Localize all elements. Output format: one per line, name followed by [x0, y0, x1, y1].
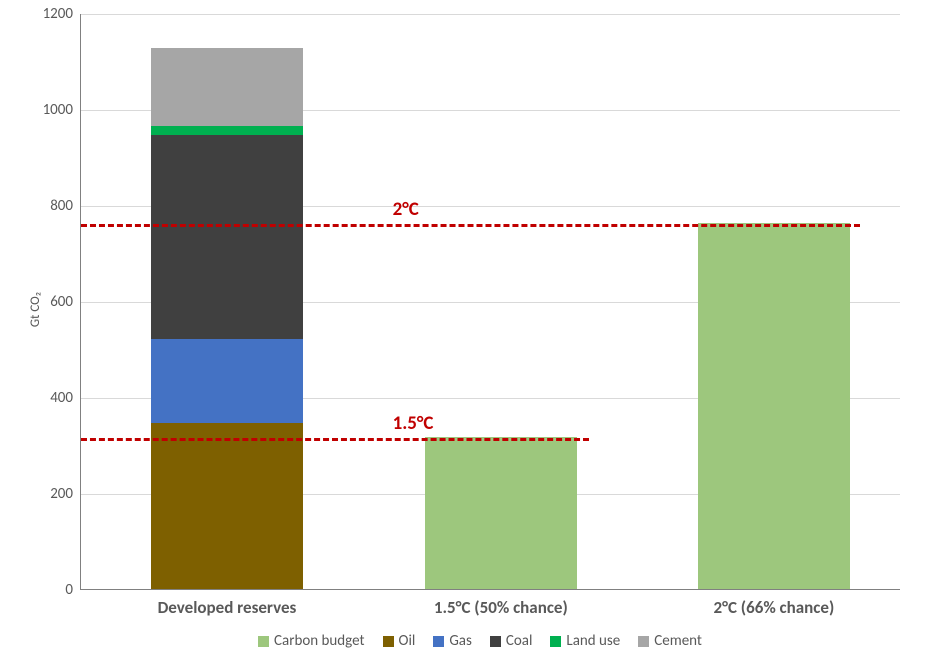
- legend-label: Oil: [399, 632, 416, 650]
- legend-item-cement: Cement: [638, 632, 702, 650]
- bar-segment-carbon_budget: [698, 223, 850, 589]
- x-label-developed: Developed reserves: [158, 597, 297, 618]
- y-axis-label: Gt CO₂: [28, 292, 43, 327]
- x-label-budget_15: 1.5°C (50% chance): [434, 597, 568, 618]
- bar-segment-cement: [151, 48, 303, 126]
- bar-budget_20: [698, 223, 850, 589]
- bar-segment-gas: [151, 339, 303, 423]
- legend-item-coal: Coal: [490, 632, 533, 650]
- reference-label-line_15: 1.5°C: [393, 412, 434, 435]
- legend-label: Carbon budget: [274, 632, 364, 650]
- legend-swatch-coal: [490, 636, 501, 647]
- plot-area: 020040060080010001200Developed reserves1…: [80, 14, 900, 590]
- y-tick-label: 1200: [43, 5, 73, 23]
- legend-swatch-oil: [383, 636, 394, 647]
- legend-item-gas: Gas: [433, 632, 472, 650]
- legend-swatch-gas: [433, 636, 444, 647]
- y-tick-label: 1000: [43, 101, 73, 119]
- y-tick-label: 800: [50, 197, 73, 215]
- legend-label: Cement: [654, 632, 702, 650]
- reference-label-line_20: 2°C: [393, 198, 419, 221]
- reference-line-line_20: [81, 224, 860, 227]
- legend-item-carbon_budget: Carbon budget: [258, 632, 364, 650]
- x-label-budget_20: 2°C (66% chance): [714, 597, 835, 618]
- legend-swatch-carbon_budget: [258, 636, 269, 647]
- gridline: [81, 14, 900, 15]
- y-tick-label: 200: [50, 485, 73, 503]
- legend-item-oil: Oil: [383, 632, 416, 650]
- legend-swatch-land_use: [550, 636, 561, 647]
- carbon-budget-chart: 0 200 400 600 800 1000 1200 Developed reserves 1…: [0, 0, 925, 671]
- legend-label: Coal: [506, 632, 533, 650]
- y-tick-label: 0: [65, 581, 73, 599]
- legend: Carbon budget Oil Gas Coal Land use Cement: [130, 632, 830, 650]
- legend-label: Land use: [566, 632, 620, 650]
- bar-budget_15: [425, 437, 577, 589]
- legend-label: Gas: [449, 632, 472, 650]
- bar-segment-carbon_budget: [425, 437, 577, 589]
- bar-developed: [151, 48, 303, 589]
- legend-item-land_use: Land use: [550, 632, 620, 650]
- y-tick-label: 600: [50, 293, 73, 311]
- legend-swatch-cement: [638, 636, 649, 647]
- bar-segment-oil: [151, 423, 303, 589]
- bar-segment-land_use: [151, 126, 303, 136]
- bar-segment-coal: [151, 135, 303, 339]
- y-tick-label: 400: [50, 389, 73, 407]
- reference-line-line_15: [81, 438, 589, 441]
